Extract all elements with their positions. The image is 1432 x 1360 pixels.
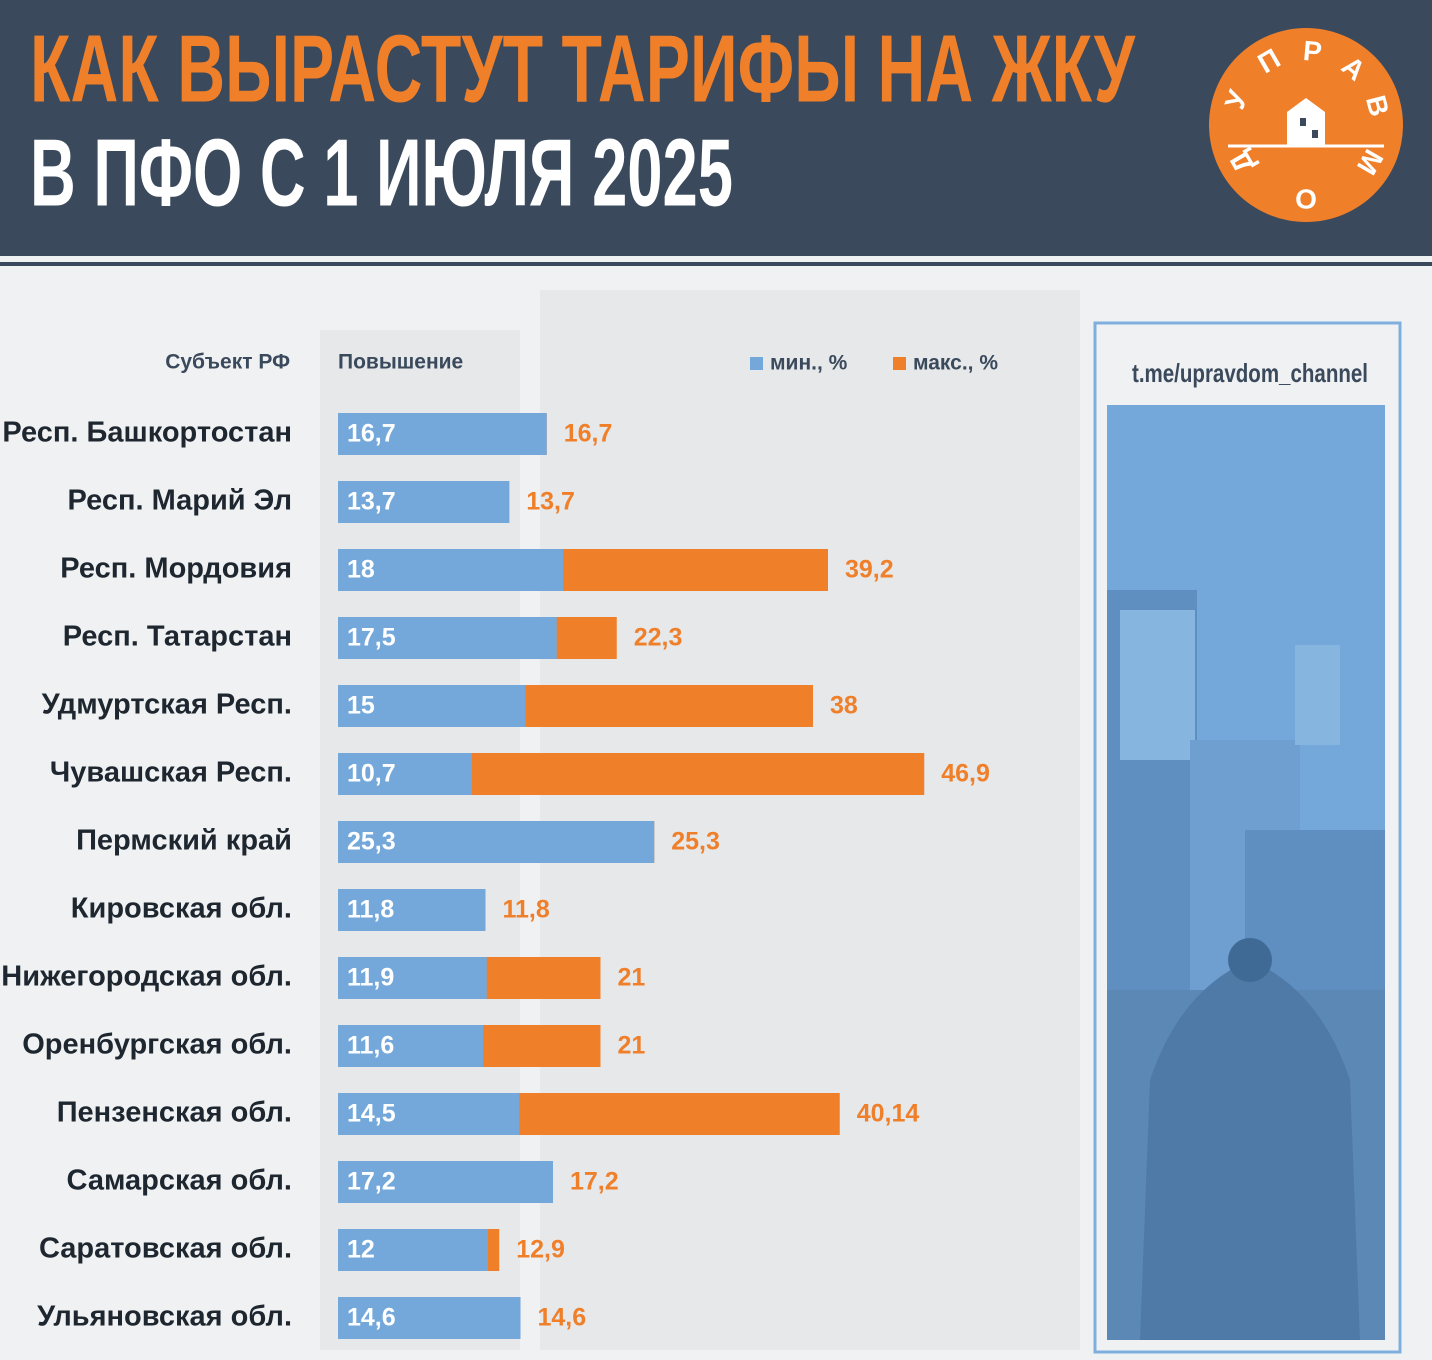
category-label: Ульяновская обл. bbox=[37, 1301, 292, 1333]
bar-min bbox=[338, 1093, 520, 1135]
bar-min bbox=[338, 1025, 483, 1067]
bar-min bbox=[338, 1229, 488, 1271]
category-label: Чувашская Респ. bbox=[50, 757, 292, 789]
header-line bbox=[0, 262, 1432, 266]
category-label: Нижегородская обл. bbox=[1, 961, 292, 993]
category-label: Респ. Марий Эл bbox=[67, 485, 292, 517]
bar-min bbox=[338, 753, 472, 795]
category-label: Респ. Башкортостан bbox=[2, 417, 292, 449]
bar-min bbox=[338, 549, 563, 591]
min-value-label: 11,9 bbox=[347, 964, 394, 992]
max-value-label: 17,2 bbox=[570, 1168, 619, 1196]
category-label: Саратовская обл. bbox=[39, 1233, 292, 1265]
category-label: Самарская обл. bbox=[67, 1165, 292, 1197]
min-value-label: 12 bbox=[347, 1236, 375, 1264]
title-line-2: В ПФО С 1 ИЮЛЯ 2025 bbox=[30, 119, 733, 226]
photo bbox=[1107, 405, 1385, 1340]
min-value-label: 11,8 bbox=[347, 896, 394, 924]
bar-min bbox=[338, 685, 526, 727]
max-value-label: 14,6 bbox=[538, 1304, 587, 1332]
category-label: Кировская обл. bbox=[71, 893, 292, 925]
category-label: Пермский край bbox=[76, 825, 292, 857]
logo-window bbox=[1312, 130, 1318, 138]
channel-link: t.me/upravdom_channel bbox=[1132, 358, 1368, 388]
bar-min bbox=[338, 481, 510, 523]
max-value-label: 40,14 bbox=[857, 1100, 920, 1128]
photo-frame bbox=[1093, 321, 1402, 1354]
min-value-label: 17,2 bbox=[347, 1168, 396, 1196]
category-label: Оренбургская обл. bbox=[22, 1029, 292, 1061]
max-value-label: 21 bbox=[618, 964, 646, 992]
max-value-label: 12,9 bbox=[516, 1236, 565, 1264]
category-label: Пензенская обл. bbox=[57, 1097, 292, 1129]
max-value-label: 21 bbox=[618, 1032, 646, 1060]
bars: Респ. Башкортостан 16,7 16,7 Респ. Марий Эл… bbox=[1, 413, 990, 1339]
category-label: Удмуртская Респ. bbox=[42, 689, 292, 721]
max-value-label: 22,3 bbox=[634, 624, 683, 652]
min-value-label: 13,7 bbox=[347, 488, 396, 516]
title-line-1: КАК ВЫРАСТУТ ТАРИФЫ НА ЖКУ bbox=[30, 15, 1136, 122]
legend-label: мин., % bbox=[770, 352, 848, 375]
legend-swatch bbox=[750, 357, 763, 370]
min-value-label: 17,5 bbox=[347, 624, 396, 652]
legend-swatch bbox=[893, 357, 906, 370]
min-value-label: 14,6 bbox=[347, 1304, 396, 1332]
max-value-label: 46,9 bbox=[941, 760, 990, 788]
min-value-label: 16,7 bbox=[347, 420, 396, 448]
logo-letter: О bbox=[1295, 184, 1317, 215]
min-value-label: 15 bbox=[347, 692, 375, 720]
max-value-label: 25,3 bbox=[671, 828, 720, 856]
legend-label: макс., % bbox=[913, 352, 998, 375]
logo bbox=[1209, 28, 1403, 222]
category-label: Респ. Мордовия bbox=[60, 553, 292, 585]
bar-min bbox=[338, 957, 487, 999]
logo-letter: Р bbox=[1302, 35, 1323, 68]
min-value-label: 18 bbox=[347, 556, 375, 584]
value-header: Повышение bbox=[338, 351, 463, 374]
min-value-label: 10,7 bbox=[347, 760, 396, 788]
bar-min bbox=[338, 413, 547, 455]
bar-min bbox=[338, 821, 655, 863]
max-value-label: 39,2 bbox=[845, 556, 894, 584]
category-label: Респ. Татарстан bbox=[63, 621, 292, 653]
bar-min bbox=[338, 889, 486, 931]
bar-min bbox=[338, 1297, 521, 1339]
min-value-label: 11,6 bbox=[347, 1032, 394, 1060]
logo-window bbox=[1300, 118, 1306, 126]
bar-min bbox=[338, 1161, 553, 1203]
min-value-label: 25,3 bbox=[347, 828, 396, 856]
bar-min bbox=[338, 617, 557, 659]
max-value-label: 13,7 bbox=[526, 488, 575, 516]
category-header: Субъект РФ bbox=[165, 351, 290, 374]
max-value-label: 38 bbox=[830, 692, 858, 720]
max-value-label: 16,7 bbox=[564, 420, 613, 448]
max-value-label: 11,8 bbox=[503, 896, 550, 924]
min-value-label: 14,5 bbox=[347, 1100, 396, 1128]
header bbox=[0, 0, 1432, 256]
